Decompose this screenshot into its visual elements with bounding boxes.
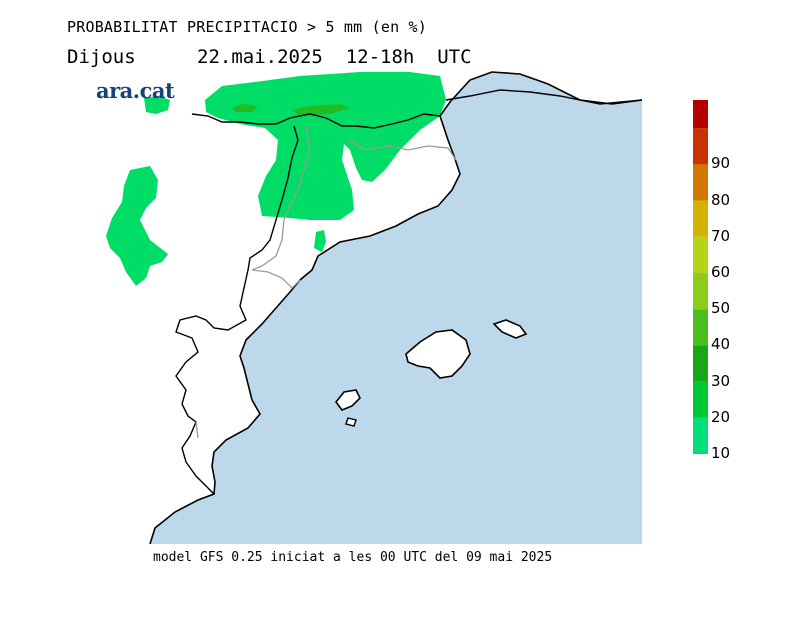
legend-swatch-70 [693,200,708,237]
precipitation-area [106,72,446,286]
legend-swatch-90 [693,128,708,165]
legend-label-40: 40 [711,335,731,354]
map-title: PROBABILITAT PRECIPITACIO > 5 mm (en %) [67,18,427,36]
legend-swatch-50 [693,273,708,310]
forecast-date-time: 22.mai.2025 12-18h UTC [197,46,472,68]
legend-label-20: 20 [711,407,731,426]
legend-label-90: 90 [711,154,731,173]
island-eivissa [334,389,361,411]
border-north [445,89,643,105]
island-mallorca [405,329,471,379]
regional-boundary [175,125,299,495]
legend-label-10: 10 [711,444,731,462]
island-formentera [345,417,357,427]
legend-swatch-10 [693,417,708,454]
forecast-period: Dijous 22.mai.2025 12-18h UTC [67,46,472,68]
legend-colorbar [693,100,708,454]
coastline [149,71,643,545]
legend-label-30: 30 [711,371,731,390]
forecast-day: Dijous [67,46,136,68]
legend-label-70: 70 [711,226,731,245]
legend-label-60: 60 [711,263,731,281]
province-boundary-south [195,421,199,439]
sea-area [150,72,642,544]
province-boundary-east [347,139,457,161]
legend-swatch-30 [693,345,708,382]
national-border [191,113,441,129]
legend-label-80: 80 [711,190,731,209]
legend-swatch-80 [693,164,708,201]
province-boundary [251,125,311,289]
legend-swatch-top [693,100,708,129]
legend-swatch-40 [693,309,708,346]
island-menorca [492,319,528,339]
ara-cat-logo: ara.cat [96,78,175,103]
legend-label-50: 50 [711,299,731,318]
legend-swatch-20 [693,381,708,418]
legend-swatch-60 [693,236,708,273]
model-info: model GFS 0.25 iniciat a les 00 UTC del … [153,550,553,565]
